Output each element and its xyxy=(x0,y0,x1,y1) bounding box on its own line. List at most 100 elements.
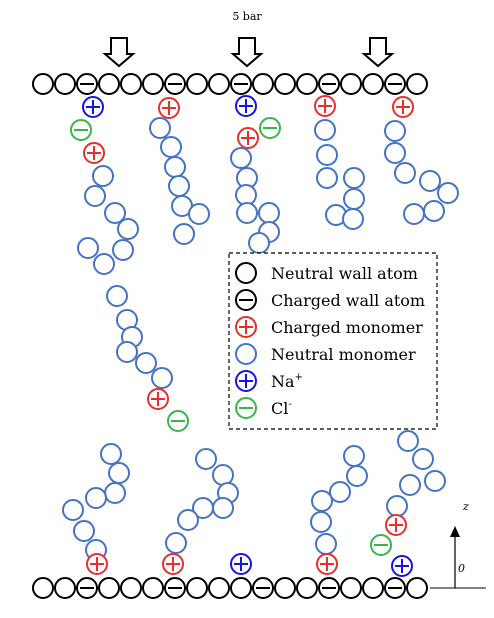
legend-neutral-wall-atom-symbol xyxy=(236,263,256,283)
neutral-monomer xyxy=(74,521,94,541)
neutral-monomer xyxy=(344,168,364,188)
legend-label-neutral-monomer: Neutral monomer xyxy=(271,345,416,364)
charged-wall-atom xyxy=(253,578,273,598)
neutral-monomer xyxy=(343,209,363,229)
legend-label-neutral-wall: Neutral wall atom xyxy=(271,264,418,283)
pressure-arrows xyxy=(105,38,392,66)
neutral-wall-atom xyxy=(187,74,207,94)
neutral-monomer xyxy=(395,163,415,183)
neutral-monomer xyxy=(316,534,336,554)
neutral-wall-atom xyxy=(209,578,229,598)
neutral-monomer xyxy=(107,286,127,306)
neutral-monomer xyxy=(118,219,138,239)
neutral-monomer xyxy=(101,444,121,464)
neutral-monomer xyxy=(236,185,256,205)
neutral-wall-atom xyxy=(55,578,75,598)
na-ion xyxy=(231,554,251,574)
legend-charged-monomer-symbol xyxy=(236,317,256,337)
neutral-wall-atom xyxy=(363,578,383,598)
neutral-wall-atom xyxy=(121,578,141,598)
charged-wall-atom xyxy=(231,74,251,94)
neutral-monomer xyxy=(174,224,194,244)
charged-monomer xyxy=(84,143,104,163)
neutral-monomer xyxy=(347,466,367,486)
charged-monomer xyxy=(159,98,179,118)
neutral-monomer xyxy=(63,500,83,520)
legend-charged-wall-atom-symbol xyxy=(236,290,256,310)
pressure-arrow xyxy=(364,38,392,66)
neutral-monomer xyxy=(344,446,364,466)
neutral-monomer xyxy=(249,233,269,253)
neutral-wall-atom xyxy=(33,74,53,94)
na-ion xyxy=(83,97,103,117)
neutral-monomer xyxy=(317,145,337,165)
charged-wall-atom xyxy=(319,578,339,598)
neutral-monomer xyxy=(315,120,335,140)
neutral-monomer xyxy=(404,204,424,224)
neutral-monomer xyxy=(94,254,114,274)
neutral-wall-atom xyxy=(33,578,53,598)
polymer-chain xyxy=(311,446,367,574)
charged-wall-atom xyxy=(165,74,185,94)
cl-ion xyxy=(260,118,280,138)
neutral-wall-atom xyxy=(297,74,317,94)
neutral-monomer xyxy=(165,157,185,177)
neutral-monomer xyxy=(166,533,186,553)
neutral-monomer xyxy=(178,510,198,530)
cl-ion xyxy=(168,411,188,431)
neutral-monomer xyxy=(400,475,420,495)
polymer-chain xyxy=(315,96,364,229)
pressure-label: 5 bar xyxy=(232,10,262,23)
pressure-arrow xyxy=(105,38,133,66)
charged-wall-atom xyxy=(165,578,185,598)
neutral-wall-atom xyxy=(363,74,383,94)
neutral-wall-atom xyxy=(253,74,273,94)
neutral-monomer xyxy=(344,189,364,209)
neutral-monomer xyxy=(136,353,156,373)
neutral-monomer xyxy=(152,368,172,388)
neutral-wall-atom xyxy=(99,578,119,598)
neutral-monomer xyxy=(196,449,216,469)
charged-wall-atom xyxy=(385,74,405,94)
legend-na-ion-symbol xyxy=(236,371,256,391)
pressure-arrow xyxy=(233,38,261,66)
z-axis-arrowhead xyxy=(450,526,460,537)
neutral-wall-atom xyxy=(121,74,141,94)
neutral-wall-atom xyxy=(341,74,361,94)
neutral-monomer xyxy=(85,186,105,206)
legend-label-charged-wall: Charged wall atom xyxy=(271,291,425,310)
neutral-monomer xyxy=(105,483,125,503)
neutral-monomer xyxy=(213,465,233,485)
legend-label-charged-monomer: Charged monomer xyxy=(271,318,423,337)
legend-cl-ion-symbol xyxy=(236,398,256,418)
neutral-monomer xyxy=(312,491,332,511)
cl-ion xyxy=(71,120,91,140)
neutral-monomer xyxy=(438,183,458,203)
neutral-wall-atom xyxy=(231,578,251,598)
neutral-monomer xyxy=(237,203,257,223)
neutral-wall-atom xyxy=(209,74,229,94)
neutral-monomer xyxy=(231,148,251,168)
charged-wall-atom xyxy=(77,74,97,94)
polymer-chain xyxy=(78,143,138,274)
charged-monomer xyxy=(238,128,258,148)
bottom-wall xyxy=(33,578,427,598)
charged-monomer xyxy=(315,96,335,116)
neutral-wall-atom xyxy=(143,578,163,598)
neutral-monomer xyxy=(311,512,331,532)
neutral-wall-atom xyxy=(99,74,119,94)
z-axis-zero-label: 0 xyxy=(458,562,465,575)
neutral-wall-atom xyxy=(187,578,207,598)
z-axis: z 0 xyxy=(450,500,469,588)
legend: Neutral wall atom Charged wall atom Char… xyxy=(229,253,437,429)
neutral-wall-atom xyxy=(275,578,295,598)
polymer-chain xyxy=(386,431,445,535)
neutral-monomer xyxy=(213,498,233,518)
neutral-wall-atom xyxy=(297,578,317,598)
neutral-monomer xyxy=(424,201,444,221)
neutral-monomer xyxy=(117,342,137,362)
charged-monomer xyxy=(87,554,107,574)
neutral-monomer xyxy=(86,488,106,508)
polymer-chain xyxy=(107,286,172,409)
charged-monomer xyxy=(317,554,337,574)
